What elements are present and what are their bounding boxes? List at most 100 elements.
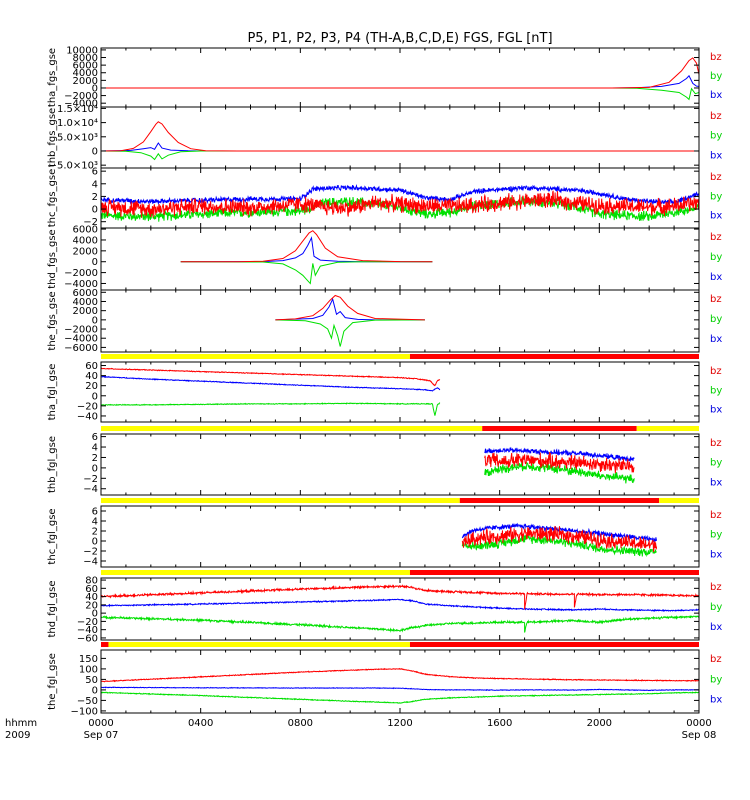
y-tick-label: 4 — [92, 179, 98, 190]
y-tick-label: 5.0×10³ — [57, 132, 98, 143]
y-tick-label: 4000 — [73, 68, 98, 79]
legend-bx: bx — [710, 405, 722, 416]
y-tick-label: 6000 — [73, 288, 98, 299]
x-tick-date-label: Sep 07 — [84, 730, 119, 741]
panel-ylabel: tha_fgs_gse — [47, 48, 58, 107]
y-tick-label: 6000 — [73, 61, 98, 72]
legend-by: by — [710, 530, 722, 541]
x-tick-label: 0000 — [686, 718, 711, 729]
series-bx-line — [101, 375, 441, 392]
mode-bar-segment — [101, 498, 460, 503]
series-bx-line — [275, 297, 425, 321]
mode-bar-segment — [101, 642, 109, 647]
legend-bx: bx — [710, 549, 722, 560]
panel-ylabel: thc_fgs_gse — [47, 169, 58, 228]
y-tick-label: −5.0×10³ — [49, 161, 98, 172]
panel-frame — [100, 47, 700, 108]
y-tick-label: 10000 — [66, 45, 98, 56]
mode-bar-segment — [482, 426, 637, 431]
y-tick-label: 20 — [85, 600, 98, 611]
series-by-line — [275, 319, 425, 347]
legend-bx: bx — [710, 695, 722, 706]
legend-bx: bx — [710, 211, 722, 222]
panel-ylabel: thd_fgs_gse — [47, 229, 58, 288]
legend-bz: bz — [710, 654, 722, 665]
y-tick-label: 4000 — [73, 235, 98, 246]
series-by-line — [180, 261, 433, 285]
series-by-line — [101, 691, 699, 704]
legend-bx: bx — [710, 90, 722, 101]
mode-bar-segment — [409, 570, 699, 575]
y-tick-label: −2000 — [64, 91, 98, 102]
y-tick-label: 1.0×10⁴ — [57, 118, 98, 129]
y-tick-label: −4000 — [64, 99, 98, 110]
y-tick-label: 2000 — [73, 76, 98, 87]
legend-by: by — [710, 191, 722, 202]
series-by-line — [101, 150, 699, 161]
y-tick-label: 60 — [85, 361, 98, 372]
legend-by: by — [710, 602, 722, 613]
series-bz-line — [101, 367, 441, 387]
y-tick-label: 0 — [92, 146, 98, 157]
mode-bar-segment — [409, 354, 699, 359]
y-tick-label: 2 — [92, 192, 98, 203]
series-by-line — [101, 195, 699, 222]
y-tick-label: −100 — [71, 706, 98, 717]
series-bz-line — [484, 452, 635, 474]
panel-frame — [100, 227, 700, 291]
panel-ylabel: tha_fgl_gse — [47, 364, 58, 421]
series-bx-line — [101, 74, 699, 89]
panel-ylabel: thd_fgl_gse — [47, 581, 58, 638]
series-bx-line — [101, 142, 699, 152]
y-tick-label: 6000 — [73, 225, 98, 236]
legend-bz: bz — [710, 232, 722, 243]
y-tick-label: 0 — [92, 83, 98, 94]
y-tick-label: 6 — [92, 167, 98, 178]
y-tick-label: 0 — [92, 315, 98, 326]
x-tick-label: 0400 — [188, 718, 213, 729]
series-bz-line — [101, 667, 699, 683]
mode-bar-segment — [459, 498, 660, 503]
time-axis-label-hhmm: hhmm — [5, 718, 37, 729]
legend-by: by — [710, 674, 722, 685]
panel-frame — [100, 106, 700, 169]
mode-bar-segment — [101, 570, 410, 575]
series-bz-line — [461, 525, 658, 553]
y-tick-label: 4000 — [73, 297, 98, 308]
y-tick-label: 60 — [85, 584, 98, 595]
y-tick-label: 20 — [85, 381, 98, 392]
y-tick-label: 50 — [85, 675, 98, 686]
y-tick-label: −50 — [77, 696, 98, 707]
y-tick-label: 8000 — [73, 53, 98, 64]
y-tick-label: 100 — [79, 664, 98, 675]
y-tick-label: −4000 — [64, 279, 98, 290]
series-bz-line — [101, 121, 699, 152]
series-bx-line — [101, 184, 699, 206]
plot-title: P5, P1, P2, P3, P4 (TH-A,B,C,D,E) FGS, F… — [247, 31, 552, 46]
y-tick-label: 2000 — [73, 246, 98, 257]
panel-thc_fgs_gse: 64 2 0−2 thc_fgs_gse bz by bx — [47, 167, 722, 229]
series-bz-line — [275, 294, 425, 321]
y-tick-label: −2 — [83, 217, 98, 228]
series-bz-line — [101, 584, 699, 610]
y-tick-label: −4 — [83, 484, 98, 495]
mode-bar-segment — [659, 498, 699, 503]
y-tick-label: 40 — [85, 371, 98, 382]
x-tick-label: 1200 — [387, 718, 412, 729]
time-axis-label-year: 2009 — [5, 730, 30, 741]
panel-ylabel: thc_fgl_gse — [47, 508, 58, 564]
y-tick-label: 2 — [92, 453, 98, 464]
y-tick-label: −2 — [83, 474, 98, 485]
y-tick-label: 1.5×10⁴ — [57, 104, 98, 115]
y-tick-label: 4 — [92, 443, 98, 454]
y-tick-label: −6000 — [64, 343, 98, 354]
series-by-line — [461, 534, 657, 558]
series-by-line — [101, 87, 699, 101]
series-bx-line — [101, 598, 699, 612]
y-tick-label: 0 — [92, 205, 98, 216]
